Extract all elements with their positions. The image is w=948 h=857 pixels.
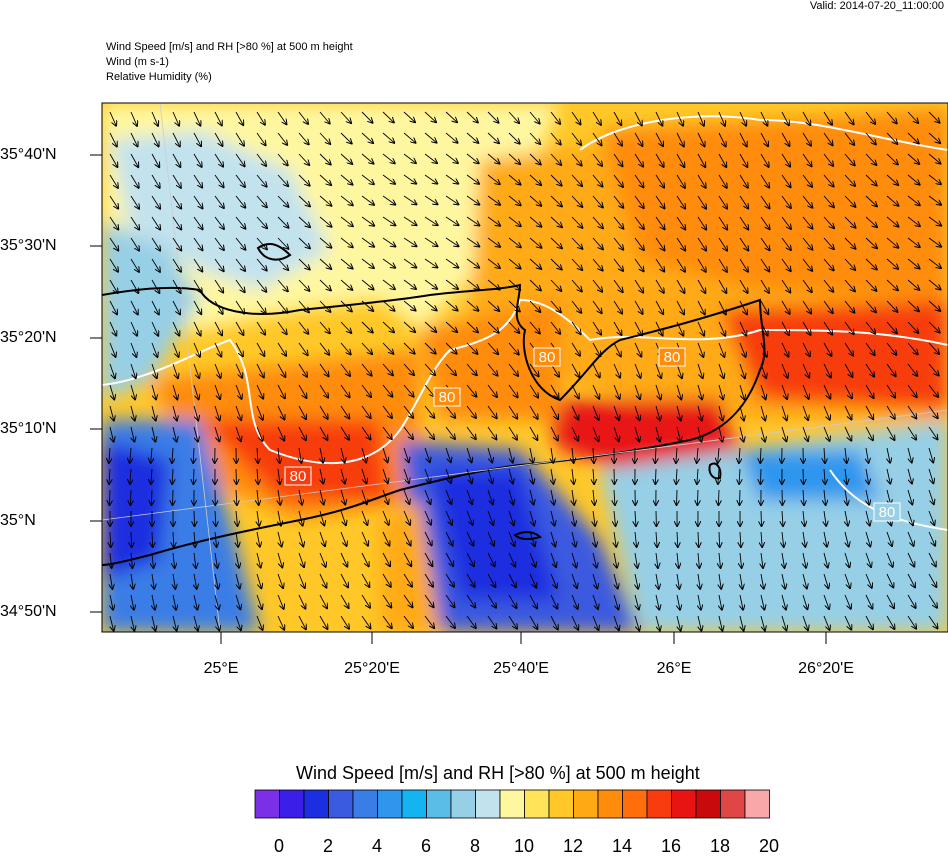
wind-arrow: [193, 469, 194, 484]
wind-arrow: [677, 490, 678, 505]
wind-arrow: [151, 490, 152, 505]
colorbar-swatch: [525, 790, 550, 818]
lat-label: 35°10'N: [0, 420, 96, 438]
colorbar-swatch: [549, 790, 574, 818]
wind-arrow: [803, 469, 804, 484]
colorbar-swatch: [427, 790, 452, 818]
colorbar-swatch: [623, 790, 648, 818]
wind-arrow: [110, 490, 111, 505]
colorbar-title: Wind Speed [m/s] and RH [>80 %] at 500 m…: [296, 763, 700, 784]
contour-label: 80: [290, 468, 307, 485]
wind-arrow: [173, 490, 174, 505]
colorbar-swatch: [255, 790, 280, 818]
colorbar-swatch: [721, 790, 746, 818]
lon-label: 25°20'E: [344, 660, 400, 678]
colorbar-swatch: [598, 790, 623, 818]
colorbar-swatch: [329, 790, 354, 818]
contour-label: 80: [539, 349, 556, 366]
contour-label: 80: [879, 504, 896, 521]
lon-label: 25°40'E: [493, 660, 549, 678]
wind-arrow: [194, 511, 195, 526]
colorbar-swatch: [402, 790, 427, 818]
colorbar-swatch: [745, 790, 770, 818]
colorbar-swatch: [280, 790, 305, 818]
colorbar-swatch: [696, 790, 721, 818]
colorbar-swatch: [451, 790, 476, 818]
lon-label: 26°20'E: [798, 660, 854, 678]
wind-arrow: [236, 469, 237, 484]
wind-arrow: [761, 469, 762, 484]
colorbar-swatch: [476, 790, 501, 818]
colorbar-swatch: [647, 790, 672, 818]
lat-label: 34°50'N: [0, 603, 96, 621]
colorbar-swatch: [378, 790, 403, 818]
lon-label: 26°E: [657, 660, 692, 678]
lat-label: 35°40'N: [0, 146, 96, 164]
lat-label: 35°N: [0, 512, 96, 530]
wind-arrow: [130, 490, 131, 505]
colorbar-swatch: [574, 790, 599, 818]
lat-label: 35°30'N: [0, 237, 96, 255]
wind-speed-field: [102, 103, 948, 632]
colorbar-swatch: [353, 790, 378, 818]
wind-arrow: [655, 469, 656, 484]
lat-label: 35°20'N: [0, 329, 96, 347]
wind-arrow: [697, 490, 698, 505]
contour-label: 80: [664, 349, 681, 366]
wind-arrow: [740, 490, 741, 505]
contour-label: 80: [439, 389, 456, 406]
colorbar-swatch: [672, 790, 697, 818]
wind-arrow: [718, 490, 719, 505]
colorbar-swatch: [500, 790, 525, 818]
colorbar: [255, 790, 770, 818]
wind-arrow: [761, 511, 762, 526]
colorbar-swatch: [304, 790, 329, 818]
lon-label: 25°E: [204, 660, 239, 678]
